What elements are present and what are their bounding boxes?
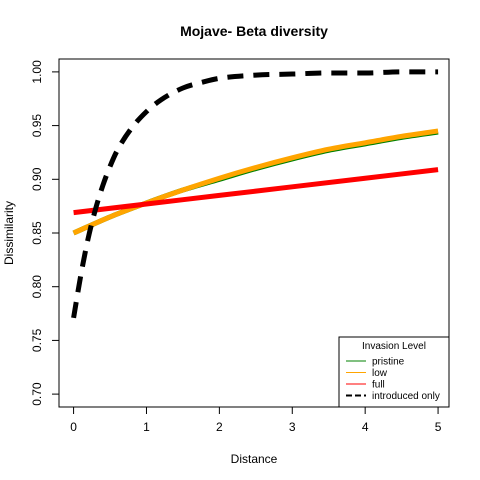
legend-title: Invasion Level [362, 341, 426, 352]
x-tick-label: 1 [143, 420, 150, 434]
y-tick-label: 0.80 [30, 275, 44, 299]
legend-label: introduced only [372, 391, 440, 402]
legend-label: pristine [372, 357, 405, 368]
x-tick-label: 3 [289, 420, 296, 434]
x-axis-label: Distance [231, 452, 278, 466]
series-line-full [73, 167, 439, 216]
x-tick-label: 4 [362, 420, 369, 434]
y-tick-label: 0.75 [30, 328, 44, 352]
x-tick-label: 0 [70, 420, 77, 434]
legend-entry: full [346, 380, 385, 391]
x-tick-label: 5 [435, 420, 442, 434]
series-layer [71, 69, 439, 319]
legend-entry: pristine [346, 357, 405, 368]
y-tick-label: 0.95 [30, 114, 44, 138]
y-tick-label: 0.70 [30, 382, 44, 406]
y-tick-label: 0.90 [30, 167, 44, 191]
legend-entry: low [346, 368, 388, 379]
legend-entry: introduced only [346, 391, 440, 402]
x-tick-label: 2 [216, 420, 223, 434]
series-line-introduced-only [71, 69, 439, 319]
y-tick-label: 0.85 [30, 221, 44, 245]
legend: Invasion Level pristinelowfullintroduced… [338, 336, 450, 408]
chart-title: Mojave- Beta diversity [180, 23, 328, 39]
y-axis-label: Dissimilarity [2, 201, 16, 265]
legend-label: full [372, 380, 385, 391]
y-axis: 0.70 0.75 0.80 0.85 0.90 0.95 1.00 [30, 60, 60, 406]
y-tick-label: 1.00 [30, 60, 44, 84]
legend-label: low [372, 368, 388, 379]
